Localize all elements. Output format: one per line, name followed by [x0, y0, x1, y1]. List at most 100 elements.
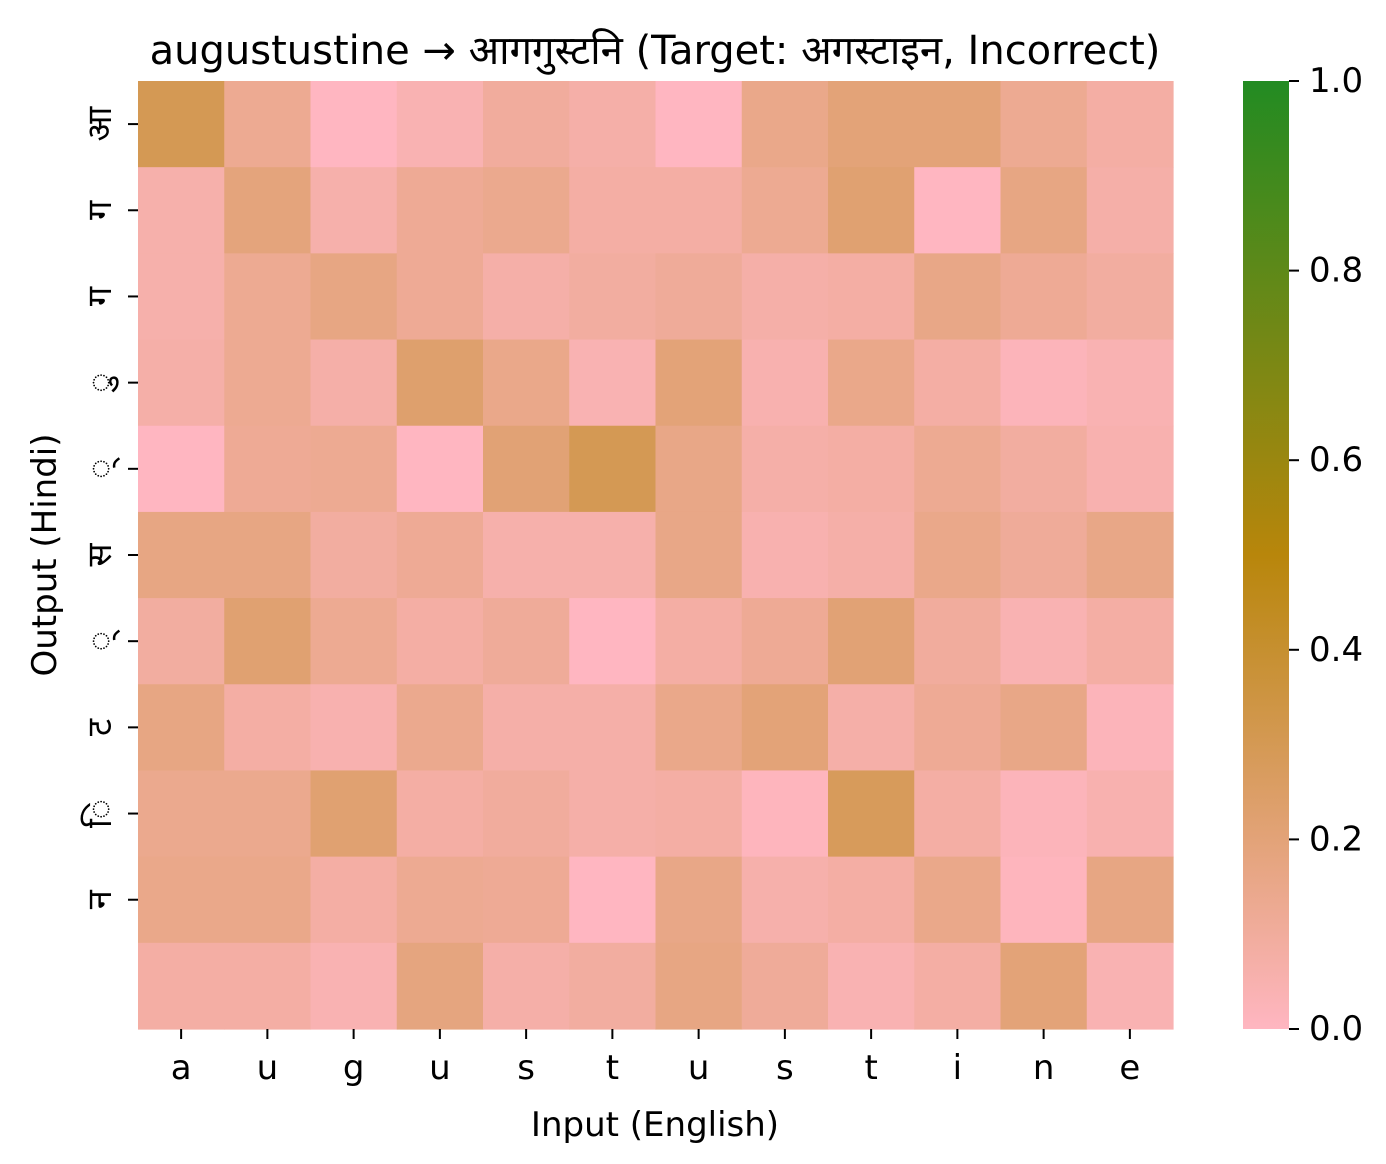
- heatmap-cell: [914, 339, 1002, 427]
- y-tick-label: ट: [80, 718, 120, 736]
- heatmap-cell: [224, 511, 312, 599]
- heatmap-cell: [396, 598, 484, 685]
- heatmap-cell: [483, 598, 570, 685]
- heatmap-cell: [828, 425, 915, 513]
- heatmap-cell: [483, 425, 570, 513]
- heatmap-cell: [569, 167, 657, 254]
- heatmap-cell: [914, 425, 1002, 513]
- x-tick-label: g: [343, 1048, 365, 1088]
- heatmap-cell: [396, 770, 484, 858]
- x-tick-label: a: [171, 1048, 192, 1088]
- heatmap-cell: [1000, 598, 1088, 685]
- heatmap-cell: [483, 511, 570, 599]
- x-tick-label: s: [776, 1048, 794, 1088]
- x-tick-label: n: [1033, 1048, 1055, 1088]
- heatmap-cell: [1086, 942, 1174, 1030]
- heatmap-cell: [741, 167, 829, 254]
- heatmap-cell: [396, 511, 484, 599]
- heatmap-cell: [1086, 253, 1174, 341]
- heatmap-cell: [828, 81, 915, 168]
- heatmap-cell: [569, 856, 657, 944]
- x-tick-label: s: [517, 1048, 535, 1088]
- heatmap-cell: [310, 425, 398, 513]
- heatmap-cell: [1086, 770, 1174, 858]
- heatmap-cells: [138, 81, 1174, 1030]
- heatmap-cell: [828, 684, 915, 772]
- heatmap-cell: [396, 856, 484, 944]
- heatmap-cell: [224, 425, 312, 513]
- heatmap-cell: [396, 425, 484, 513]
- heatmap-cell: [1000, 81, 1088, 168]
- heatmap-cell: [224, 81, 312, 168]
- heatmap-cell: [655, 339, 743, 427]
- heatmap-cell: [396, 684, 484, 772]
- heatmap-cell: [828, 598, 915, 685]
- heatmap-cell: [828, 167, 915, 254]
- heatmap-cell: [138, 81, 225, 168]
- heatmap-cell: [1000, 425, 1088, 513]
- heatmap-cell: [138, 425, 225, 513]
- heatmap-cell: [914, 856, 1002, 944]
- heatmap-cell: [1086, 167, 1174, 254]
- heatmap-cell: [1000, 339, 1088, 427]
- colorbar-tick-label: 0.6: [1309, 440, 1363, 480]
- heatmap-cell: [138, 770, 225, 858]
- heatmap-cell: [741, 81, 829, 168]
- heatmap-cell: [741, 770, 829, 858]
- x-axis-label: Input (English): [531, 1105, 779, 1145]
- colorbar-tick-label: 0.4: [1309, 630, 1363, 670]
- heatmap-cell: [828, 942, 915, 1030]
- heatmap-cell: [569, 81, 657, 168]
- heatmap-cell: [483, 684, 570, 772]
- heatmap-cell: [741, 425, 829, 513]
- heatmap-cell: [655, 253, 743, 341]
- heatmap-cell: [483, 167, 570, 254]
- heatmap-cell: [569, 942, 657, 1030]
- y-tick-label: ्: [80, 629, 121, 651]
- heatmap-cell: [569, 684, 657, 772]
- heatmap-cell: [138, 942, 225, 1030]
- heatmap-cell: [741, 339, 829, 427]
- heatmap-cell: [483, 856, 570, 944]
- heatmap-cell: [914, 684, 1002, 772]
- heatmap-cell: [483, 253, 570, 341]
- heatmap-cell: [310, 253, 398, 341]
- heatmap-cell: [138, 253, 225, 341]
- colorbar: [1243, 81, 1289, 1029]
- heatmap-cell: [828, 253, 915, 341]
- heatmap-cell: [310, 942, 398, 1030]
- heatmap-cell: [483, 339, 570, 427]
- heatmap-cell: [1086, 81, 1174, 168]
- heatmap-cell: [655, 770, 743, 858]
- heatmap-cell: [741, 253, 829, 341]
- x-tick-label: e: [1119, 1048, 1140, 1088]
- heatmap-cell: [569, 770, 657, 858]
- heatmap-cell: [741, 684, 829, 772]
- heatmap-cell: [310, 339, 398, 427]
- heatmap-cell: [310, 684, 398, 772]
- heatmap-cell: [1000, 856, 1088, 944]
- heatmap-cell: [1086, 856, 1174, 944]
- heatmap-cell: [138, 856, 225, 944]
- heatmap-cell: [138, 167, 225, 254]
- heatmap-cell: [569, 598, 657, 685]
- heatmap-cell: [828, 339, 915, 427]
- heatmap-cell: [483, 81, 570, 168]
- heatmap-cell: [224, 339, 312, 427]
- heatmap-cell: [310, 770, 398, 858]
- heatmap-cell: [224, 856, 312, 944]
- heatmap-cell: [396, 167, 484, 254]
- heatmap-cell: [655, 425, 743, 513]
- heatmap-cell: [741, 856, 829, 944]
- colorbar-tick-label: 0.8: [1309, 251, 1363, 291]
- heatmap-cell: [569, 425, 657, 513]
- heatmap-cell: [224, 598, 312, 685]
- heatmap-cell: [483, 942, 570, 1030]
- heatmap-cell: [224, 167, 312, 254]
- heatmap-cell: [1086, 425, 1174, 513]
- heatmap-cell: [138, 598, 225, 685]
- heatmap-cell: [310, 81, 398, 168]
- heatmap-cell: [138, 684, 225, 772]
- heatmap-cell: [396, 253, 484, 341]
